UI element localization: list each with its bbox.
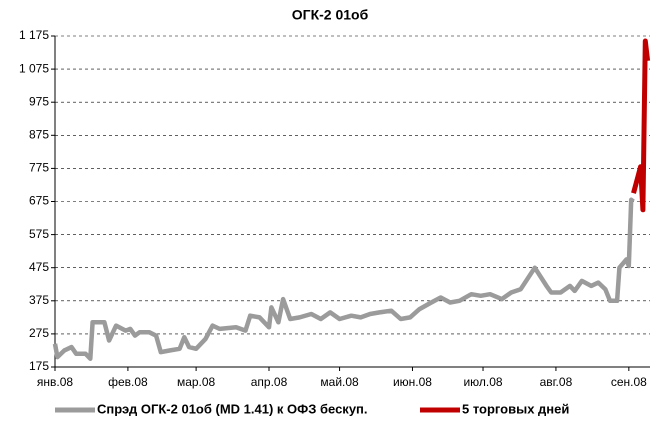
y-tick-label: 575 <box>29 227 49 241</box>
x-tick-label: апр.08 <box>251 375 288 389</box>
x-tick-label: авг.08 <box>540 375 573 389</box>
x-tick-label: янв.08 <box>37 375 74 389</box>
y-tick-label: 175 <box>29 359 49 373</box>
x-tick-label: сен.08 <box>611 375 647 389</box>
chart-title: ОГК-2 01об <box>292 7 369 23</box>
y-tick-label: 375 <box>29 293 49 307</box>
y-tick-label: 275 <box>29 326 49 340</box>
y-tick-label: 775 <box>29 161 49 175</box>
y-tick-label: 675 <box>29 194 49 208</box>
x-tick-label: июл.08 <box>463 375 502 389</box>
y-tick-label: 1 175 <box>19 28 49 42</box>
legend-label: Спрэд ОГК-2 01об (MD 1.41) к ОФЗ бескуп. <box>97 401 368 416</box>
y-tick-label: 875 <box>29 127 49 141</box>
y-tick-label: 1 075 <box>19 61 49 75</box>
y-tick-label: 475 <box>29 260 49 274</box>
x-tick-label: май.08 <box>320 375 359 389</box>
legend-label: 5 торговых дней <box>462 401 569 416</box>
y-tick-label: 975 <box>29 94 49 108</box>
x-tick-label: мар.08 <box>177 375 216 389</box>
series-line <box>631 38 651 213</box>
x-tick-label: фев.08 <box>108 375 148 389</box>
x-tick-label: июн.08 <box>393 375 432 389</box>
series-line <box>52 197 635 361</box>
